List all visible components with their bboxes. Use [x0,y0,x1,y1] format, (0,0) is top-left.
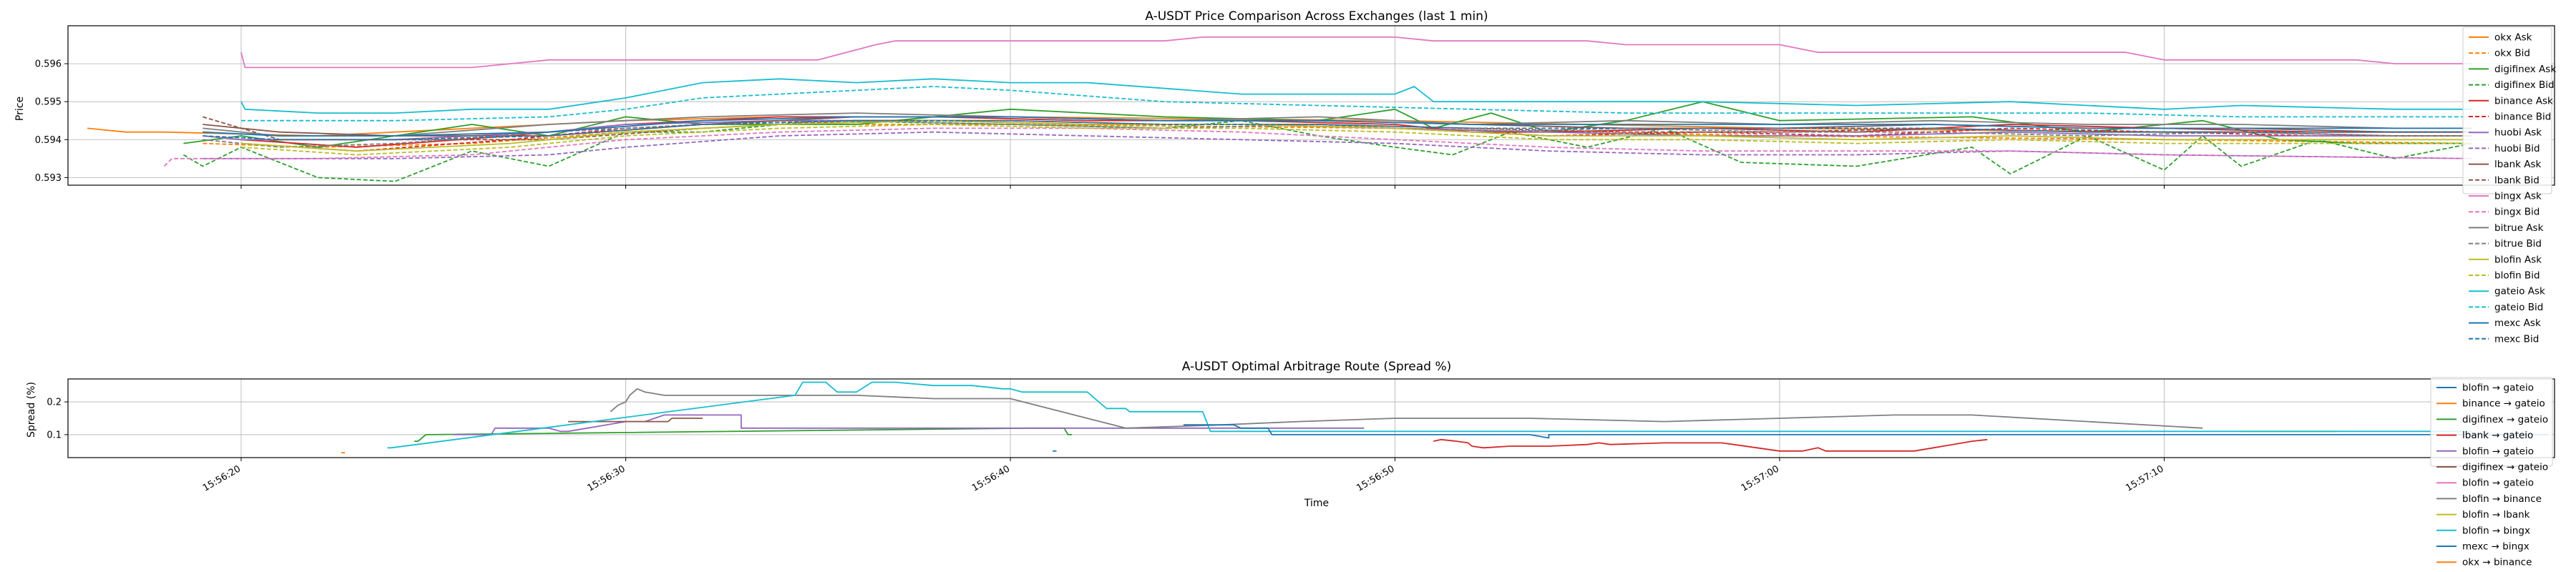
legend-label: huobi Ask [2494,127,2542,139]
series-line [182,119,2472,182]
series-line [203,116,2472,141]
legend-label: blofin → gateio [2462,478,2534,489]
price-legend: okx Ask okx Bid digifinex Ask digifinex Bid… [2462,26,2556,345]
legend-label: binance → gateio [2462,398,2545,410]
y-tick-label: 0.595 [35,97,62,108]
spread-grid [68,379,2555,458]
legend-label: digifinex Bid [2494,79,2555,91]
series-line [203,116,2472,137]
series-line [452,414,1365,435]
legend-label: bingx Bid [2494,207,2540,218]
legend-label: bitrue Bid [2494,238,2542,250]
price-plot-frame [67,25,2555,186]
legend-label: mexc Bid [2494,333,2539,345]
legend-box [2430,377,2553,467]
spread-plot-frame [67,378,2555,458]
legend-label: blofin Ask [2494,254,2542,265]
series-line [1183,424,2549,439]
x-tick-label: 15:57:10 [2124,463,2165,493]
legend-label: bingx Ask [2494,191,2542,202]
legend-label: bitrue Ask [2494,222,2544,234]
price-series-lines [87,36,2472,182]
y-tick-label: 0.593 [35,173,62,184]
legend-label: lbank → gateio [2462,430,2533,441]
price-chart: A-USDT Price Comparison Across Exchanges… [14,9,2556,345]
spread-xticks: 15:56:20 15:56:30 15:56:40 15:56:50 15:57:00… [201,458,2166,494]
spread-legend: blofin → gateio binance → gateio digifinex… [2430,377,2553,568]
spread-chart-title: A-USDT Optimal Arbitrage Route (Spread %… [1182,360,1451,374]
x-tick-label: 15:56:20 [201,463,243,493]
legend-label: lbank Ask [2494,159,2542,170]
legend-label: blofin Bid [2494,270,2540,282]
x-tick-label: 15:57:00 [1740,463,1781,493]
legend-label: okx Ask [2494,32,2532,44]
legend-label: digifinex → gateio [2462,462,2548,473]
spread-yticks: 0.1 0.2 [47,398,68,440]
series-line [203,131,2472,159]
legend-label: binance Bid [2494,112,2551,123]
legend-label: mexc → bingx [2462,541,2529,553]
series-line [241,86,2472,122]
y-tick-label: 0.596 [35,59,62,70]
series-line [240,124,2472,156]
spread-series-lines [341,381,2549,453]
legend-label: gateio Bid [2494,302,2543,313]
legend-label: huobi Bid [2494,143,2540,154]
series-line [163,127,2472,167]
series-line [203,124,2472,148]
x-tick-label: 15:56:30 [585,463,627,493]
legend-label: blofin → bingx [2462,525,2530,536]
legend-label: okx → binance [2462,557,2532,568]
legend-label: digifinex → gateio [2462,414,2548,425]
series-line [240,78,2472,114]
price-chart-ylabel: Price [14,97,26,121]
legend-label: binance Ask [2494,95,2553,107]
legend-label: okx Bid [2494,48,2530,59]
legend-label: blofin → gateio [2462,445,2534,457]
legend-label: blofin → gateio [2462,383,2534,394]
series-line [203,119,2472,141]
y-tick-label: 0.1 [47,430,62,440]
series-line [203,112,2472,137]
legend-label: blofin → binance [2462,493,2542,505]
legend-label: gateio Ask [2494,286,2545,297]
price-yticks: 0.593 0.594 0.595 0.596 [35,59,68,184]
series-line [240,36,2472,69]
spread-chart-xlabel: Time [1304,498,1329,509]
x-tick-label: 15:56:50 [1355,463,1396,493]
legend-label: mexc Ask [2494,317,2541,329]
x-tick-label: 15:56:40 [970,463,1012,493]
price-xticks [240,185,2165,189]
legend-label: digifinex Ask [2494,64,2556,75]
series-line [387,381,2472,449]
spread-chart: A-USDT Optimal Arbitrage Route (Spread %… [26,360,2555,568]
legend-label: blofin → lbank [2462,509,2530,521]
series-line [610,388,2203,429]
series-line [567,418,703,423]
y-tick-label: 0.594 [35,135,62,146]
y-tick-label: 0.2 [47,398,62,408]
series-line [1433,438,1988,452]
legend-label: lbank Bid [2494,174,2540,186]
spread-chart-ylabel: Spread (%) [26,382,37,438]
series-line [240,119,2472,152]
price-chart-title: A-USDT Price Comparison Across Exchanges… [1145,9,1488,24]
